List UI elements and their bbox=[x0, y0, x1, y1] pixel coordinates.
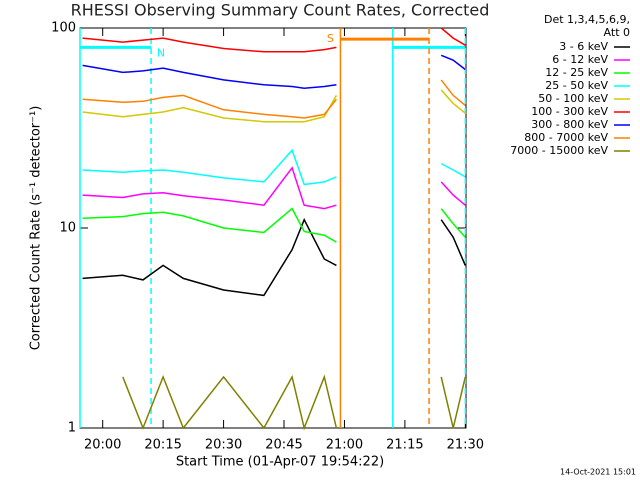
legend-title: Det 1,3,4,5,6,9, bbox=[544, 13, 630, 26]
x-tick-label: 20:45 bbox=[265, 438, 302, 453]
series-line bbox=[82, 89, 466, 123]
x-tick-label: 20:15 bbox=[144, 438, 181, 453]
legend-label: 50 - 100 keV bbox=[538, 92, 608, 105]
series-line bbox=[82, 148, 466, 186]
legend-label: 300 - 800 keV bbox=[531, 118, 608, 131]
legend-label: 12 - 25 keV bbox=[545, 66, 608, 79]
y-tick-label: 100 bbox=[51, 21, 76, 36]
series-line bbox=[82, 79, 466, 119]
x-tick-label: 20:30 bbox=[205, 438, 242, 453]
legend-label: 6 - 12 keV bbox=[552, 53, 608, 66]
legend-label: 800 - 7000 keV bbox=[524, 131, 608, 144]
legend-label: 25 - 50 keV bbox=[545, 79, 608, 92]
interval-label: N bbox=[157, 46, 165, 59]
x-axis-label: Start Time (01-Apr-07 19:54:22) bbox=[176, 455, 384, 470]
x-tick-label: 20:00 bbox=[84, 438, 121, 453]
series-line bbox=[122, 374, 467, 431]
legend-label: 100 - 300 keV bbox=[531, 105, 608, 118]
x-tick-label: 21:00 bbox=[326, 438, 363, 453]
x-tick-label: 21:30 bbox=[447, 438, 484, 453]
y-axis-label: Corrected Count Rate (s⁻¹ detector⁻¹) bbox=[29, 106, 44, 351]
y-tick-label: 10 bbox=[59, 221, 76, 236]
series-line bbox=[82, 207, 466, 243]
legend-label: 7000 - 15000 keV bbox=[510, 144, 608, 157]
legend-title: Att 0 bbox=[604, 26, 630, 39]
legend-label: 3 - 6 keV bbox=[559, 40, 608, 53]
x-tick-label: 21:15 bbox=[386, 438, 423, 453]
series-line bbox=[82, 166, 466, 210]
footer: 14-Oct-2021 15:01 bbox=[560, 468, 636, 477]
series-line bbox=[82, 27, 466, 53]
y-tick-label: 1 bbox=[68, 421, 76, 436]
series-line bbox=[82, 54, 466, 89]
series-line bbox=[82, 217, 466, 297]
plot-frame bbox=[79, 27, 467, 429]
chart-title: RHESSI Observing Summary Count Rates, Co… bbox=[71, 1, 490, 20]
interval-label: S bbox=[327, 32, 334, 45]
